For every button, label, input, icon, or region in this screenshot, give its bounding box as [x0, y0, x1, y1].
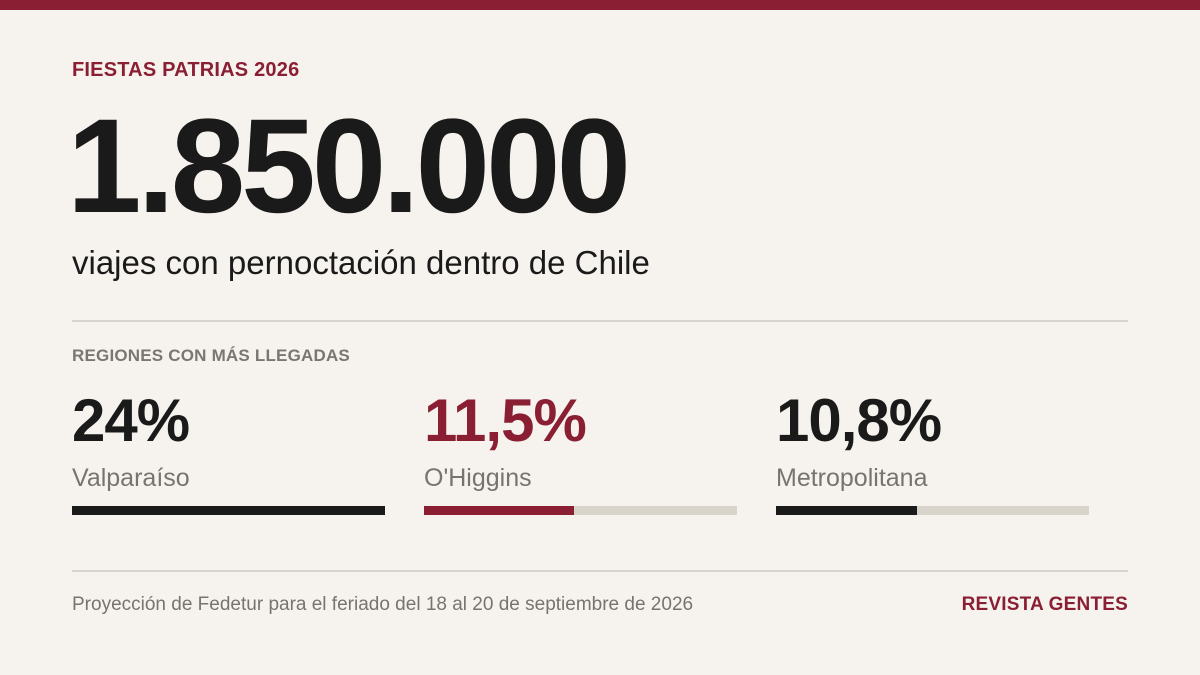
progress-fill [72, 506, 385, 515]
brand-label: REVISTA GENTES [961, 594, 1128, 615]
region-name: Valparaíso [72, 464, 190, 492]
region-stat-metropolitana: 10,8% Metropolitana [776, 388, 1089, 518]
source-note: Proyección de Fedetur para el feriado de… [72, 594, 694, 615]
region-percentage: 11,5% [424, 387, 587, 454]
region-name: Metropolitana [776, 464, 928, 492]
region-stats: 24% Valparaíso 11,5% O'Higgins 10,8% Met… [72, 388, 1128, 518]
top-accent-bar [0, 0, 1200, 10]
region-name: O'Higgins [424, 464, 532, 492]
progress-track [72, 506, 385, 515]
progress-fill [776, 506, 917, 515]
progress-track [424, 506, 737, 515]
region-stat-valparaiso: 24% Valparaíso [72, 388, 385, 518]
headline-number: 1.850.000 [67, 92, 631, 241]
region-percentage: 10,8% [776, 387, 942, 454]
headline-description: viajes con pernoctación dentro de Chile [72, 244, 650, 281]
progress-track [776, 506, 1089, 515]
divider [72, 570, 1128, 572]
region-stat-ohiggins: 11,5% O'Higgins [424, 388, 737, 518]
kicker: FIESTAS PATRIAS 2026 [72, 59, 300, 81]
progress-fill [424, 506, 574, 515]
divider [72, 320, 1128, 322]
section-label: REGIONES CON MÁS LLEGADAS [72, 346, 350, 365]
region-percentage: 24% [72, 387, 190, 454]
